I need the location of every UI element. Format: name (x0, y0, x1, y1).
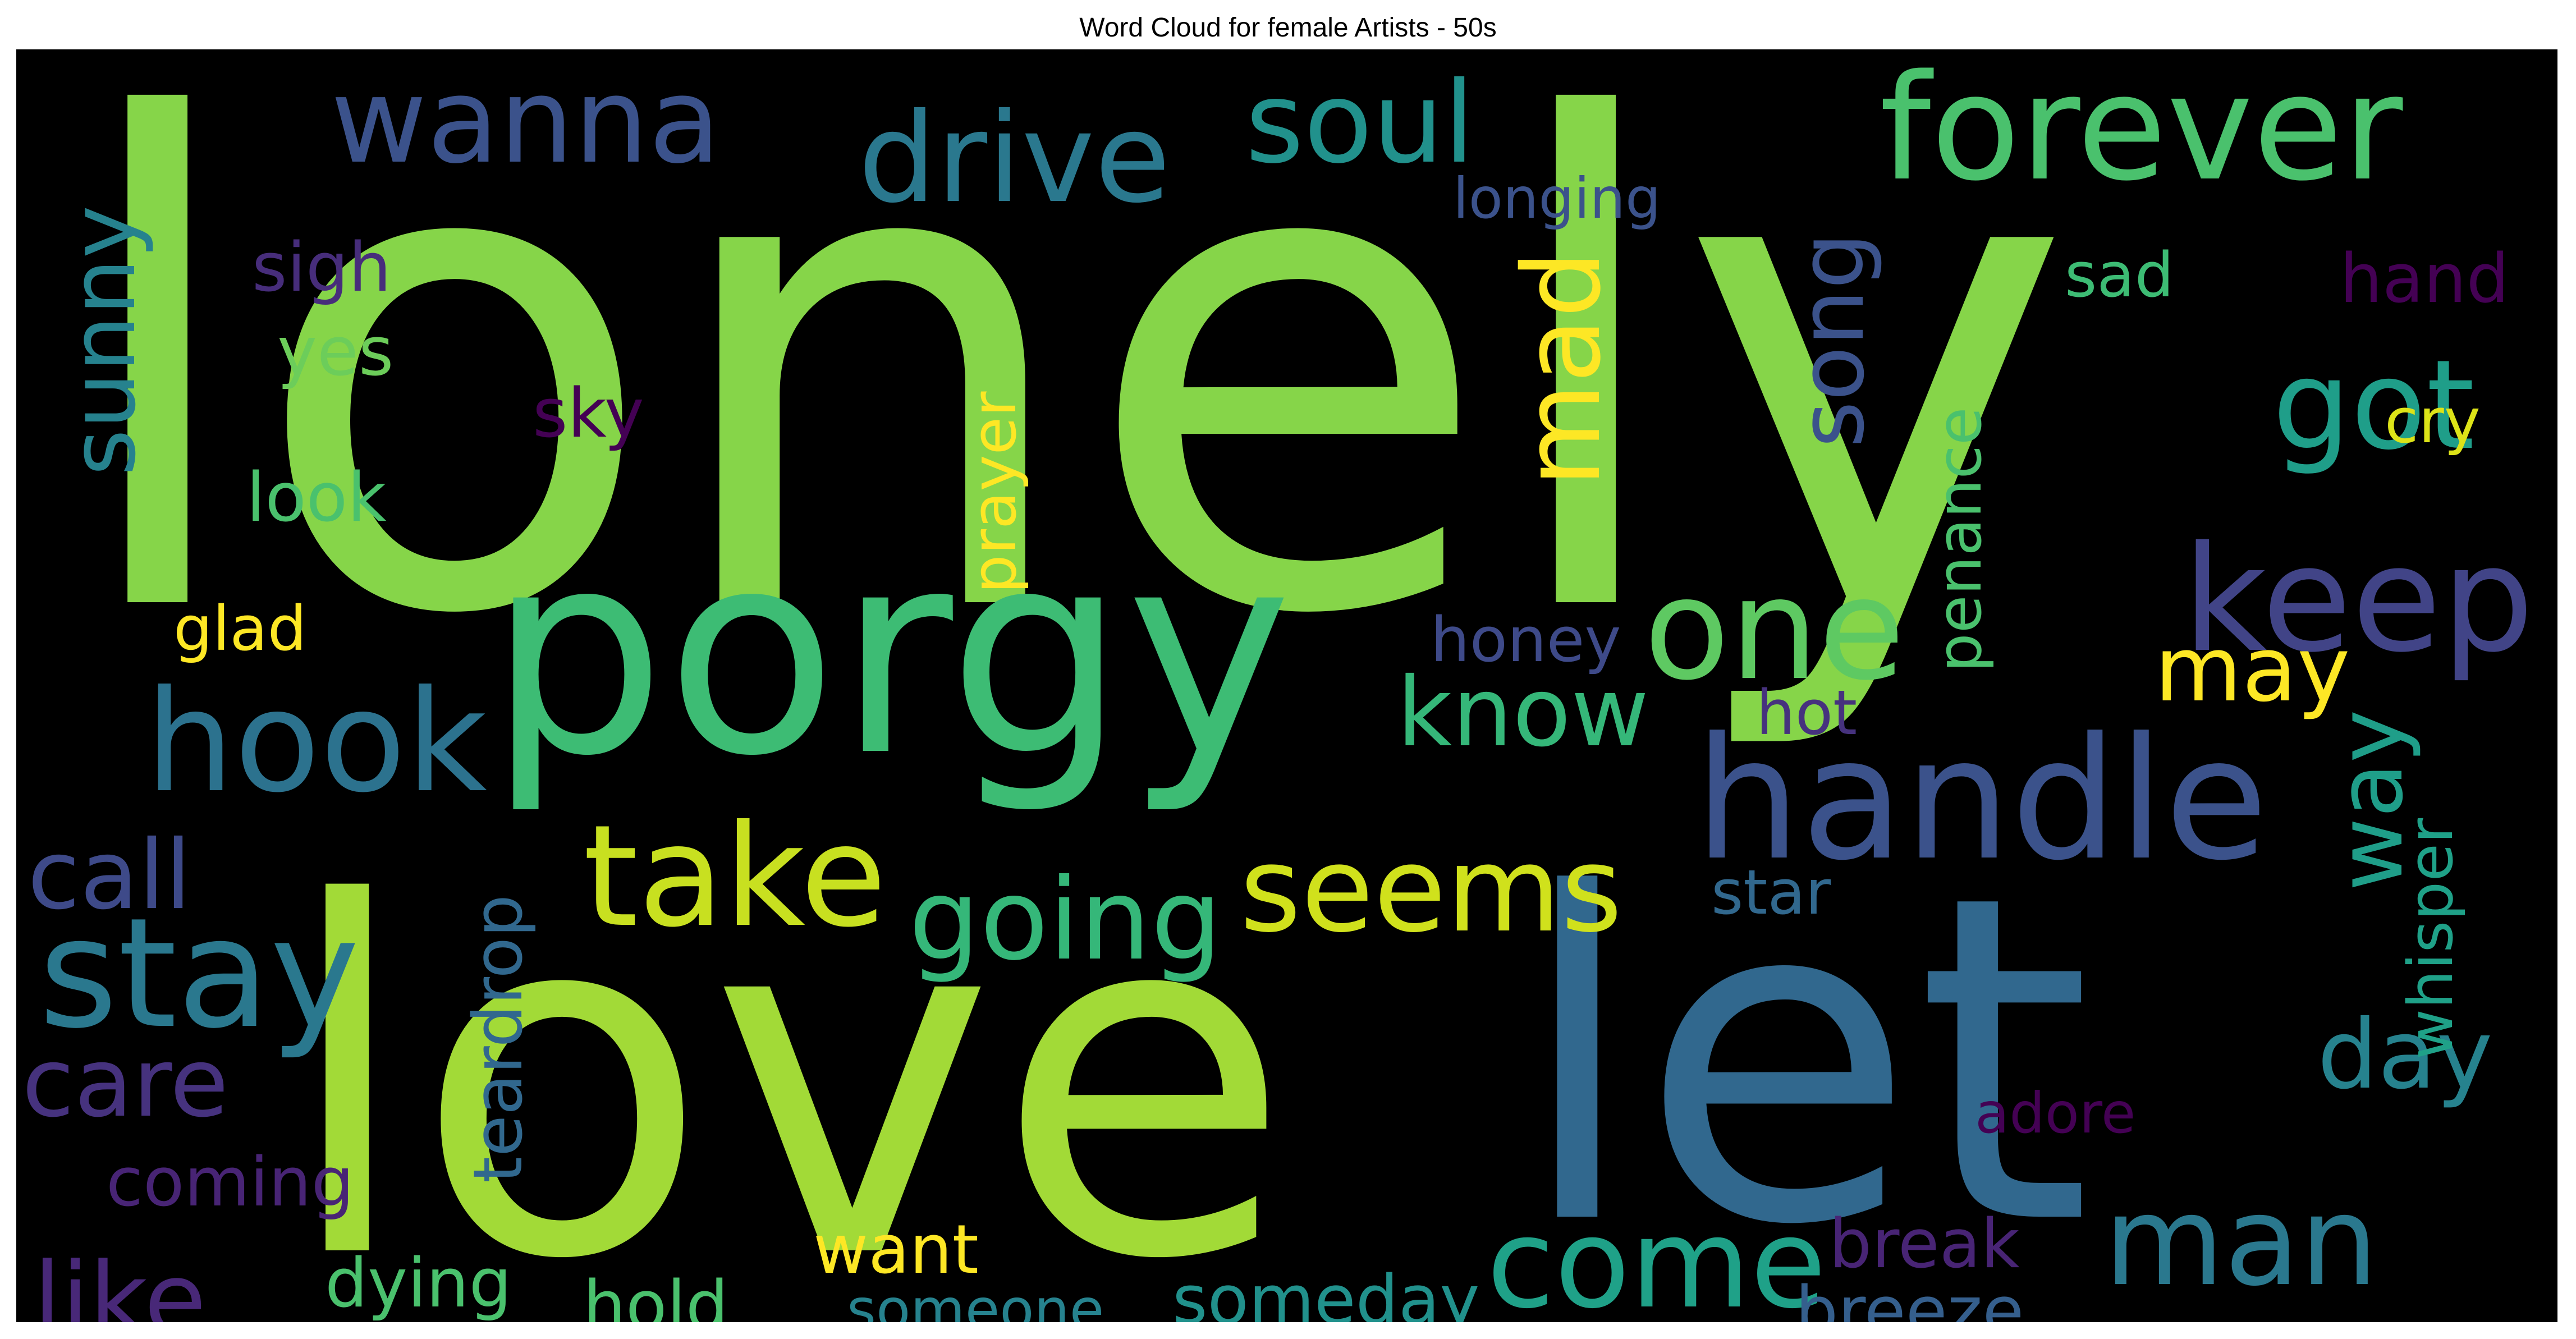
word-sunny: sunny (51, 205, 155, 476)
word-way: way (2318, 709, 2423, 891)
word-adore: adore (1975, 1080, 2135, 1146)
word-drive: drive (858, 86, 1171, 230)
word-soul: soul (1245, 58, 1475, 189)
word-keep: keep (2183, 515, 2534, 685)
word-penance: penance (1923, 407, 1995, 673)
chart-title: Word Cloud for female Artists - 50s (1079, 13, 1497, 43)
word-hot: hot (1756, 677, 1857, 749)
word-look: look (246, 459, 387, 537)
word-sad: sad (2065, 239, 2174, 311)
word-handle: handle (1694, 701, 2268, 897)
word-day: day (2317, 999, 2493, 1111)
word-hook: hook (145, 660, 487, 823)
word-prayer: prayer (958, 391, 1030, 594)
word-cry: cry (2385, 385, 2481, 457)
word-may: may (2155, 617, 2350, 722)
word-mad: mad (1500, 250, 1624, 487)
word-breeze: breeze (1795, 1273, 2024, 1322)
word-hand: hand (2340, 240, 2509, 318)
word-glad: glad (173, 593, 307, 664)
word-man: man (2104, 1170, 2378, 1313)
word-love: love (280, 803, 1292, 1322)
word-teardrop: teardrop (460, 895, 538, 1183)
word-someday: someday (1172, 1262, 1479, 1322)
word-one: one (1644, 548, 1905, 711)
word-let: let (1515, 800, 2092, 1322)
word-know: know (1397, 657, 1649, 768)
word-stay: stay (39, 885, 360, 1062)
word-song: song (1779, 232, 1884, 448)
word-wanna: wanna (331, 52, 721, 190)
word-like: like (33, 1241, 207, 1322)
word-seems: seems (1240, 821, 1622, 959)
word-yes: yes (277, 313, 393, 391)
word-whisper: whisper (2395, 818, 2467, 1060)
word-hold: hold (583, 1267, 728, 1322)
word-lonely: lonely (65, 49, 2074, 760)
word-dying: dying (325, 1245, 512, 1322)
word-got: got (2272, 333, 2475, 477)
word-cloud: lonely love let porgy handle take seems going ho… (16, 49, 2557, 1322)
word-forever: forever (1880, 49, 2404, 213)
word-sky: sky (533, 375, 644, 453)
word-come: come (1487, 1192, 1826, 1322)
word-longing: longing (1453, 166, 1661, 231)
word-coming: coming (106, 1144, 354, 1222)
word-care: care (22, 1028, 228, 1139)
word-take: take (583, 795, 887, 958)
word-someone: someone (847, 1277, 1104, 1322)
word-call: call (27, 820, 191, 931)
word-star: star (1711, 856, 1831, 928)
word-break: break (1829, 1205, 2020, 1283)
word-porgy: porgy (488, 490, 1292, 817)
word-going: going (909, 855, 1222, 985)
word-honey: honey (1431, 604, 1621, 676)
word-want: want (813, 1211, 979, 1289)
word-sigh: sigh (252, 229, 391, 307)
